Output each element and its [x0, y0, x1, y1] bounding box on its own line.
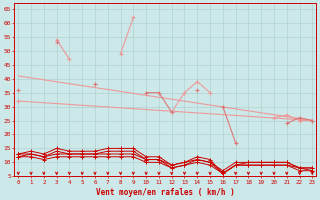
X-axis label: Vent moyen/en rafales ( km/h ): Vent moyen/en rafales ( km/h )	[96, 188, 235, 197]
